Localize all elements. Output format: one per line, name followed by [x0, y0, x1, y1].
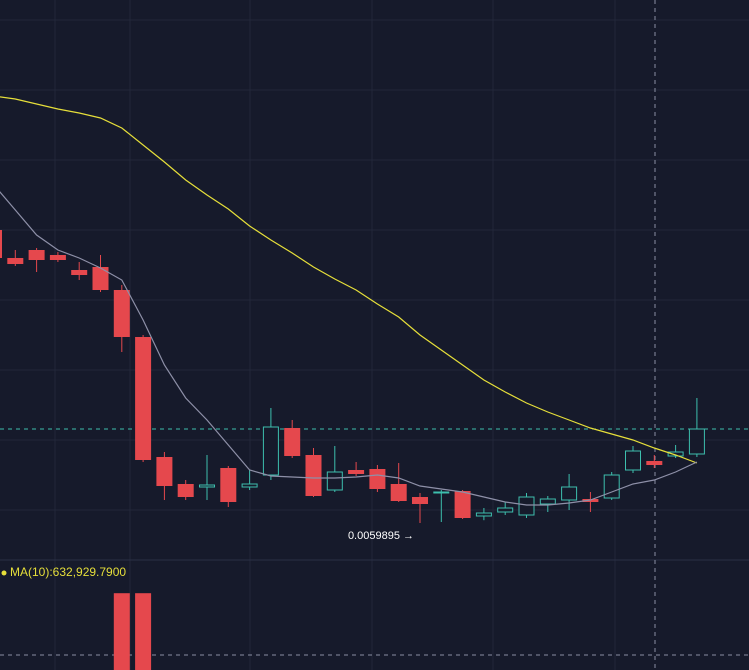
- candle-body: [49, 255, 66, 260]
- candle-body: [518, 496, 535, 516]
- candle-body: [262, 426, 279, 476]
- candle-body: [497, 507, 514, 513]
- candle-body: [539, 498, 556, 505]
- ma-line: [0, 191, 698, 506]
- candle-body: [220, 468, 237, 502]
- candle-body: [71, 270, 88, 275]
- candle-body: [454, 491, 471, 518]
- candle-body: [561, 486, 578, 501]
- candle-body: [603, 474, 620, 499]
- candle-body: [667, 451, 684, 457]
- candle-body: [0, 230, 2, 258]
- candle-body: [369, 469, 386, 489]
- candle-body: [433, 491, 450, 494]
- candle-body: [113, 290, 130, 337]
- candle-body: [199, 484, 215, 488]
- candle-body: [92, 267, 109, 290]
- candle-body: [390, 484, 407, 501]
- candle-body: [28, 250, 45, 260]
- candle-body: [135, 337, 152, 460]
- candle-body: [7, 258, 24, 264]
- candle-body: [305, 455, 322, 496]
- volume-bar: [135, 593, 152, 670]
- candle-body: [412, 497, 428, 504]
- candle-body: [177, 484, 194, 497]
- candle-body: [646, 461, 663, 465]
- legend-dot: [1, 570, 7, 576]
- candle-body: [688, 428, 705, 455]
- candle-body: [241, 483, 258, 488]
- candle-body: [284, 428, 301, 456]
- candle-body: [475, 512, 492, 517]
- ma-line: [0, 96, 698, 464]
- candle-body: [348, 470, 365, 474]
- volume-ma-label: MA(10):632,929.7900: [10, 565, 126, 579]
- volume-bar: [113, 593, 130, 670]
- candle-body: [625, 450, 641, 471]
- candle-body: [326, 471, 343, 491]
- candle-body: [156, 457, 173, 486]
- low-annotation: 0.0059895 →: [348, 530, 414, 542]
